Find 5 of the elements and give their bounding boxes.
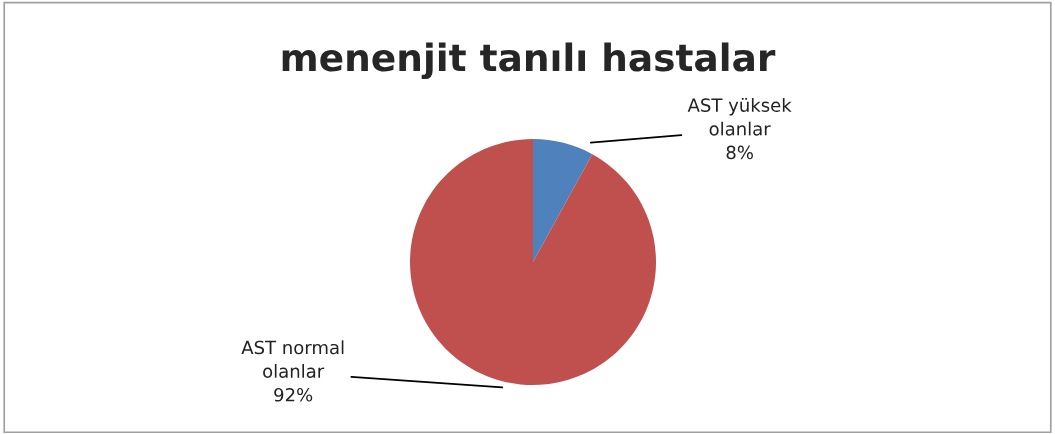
- data-label: 92%: [274, 387, 313, 402]
- chart-title: menenjit tanılı hastalar: [282, 42, 776, 80]
- slice-label: AST normal olanlar: [241, 340, 344, 378]
- slice-label: AST yüksek olanlar: [687, 98, 792, 136]
- data-label: 8%: [726, 145, 753, 160]
